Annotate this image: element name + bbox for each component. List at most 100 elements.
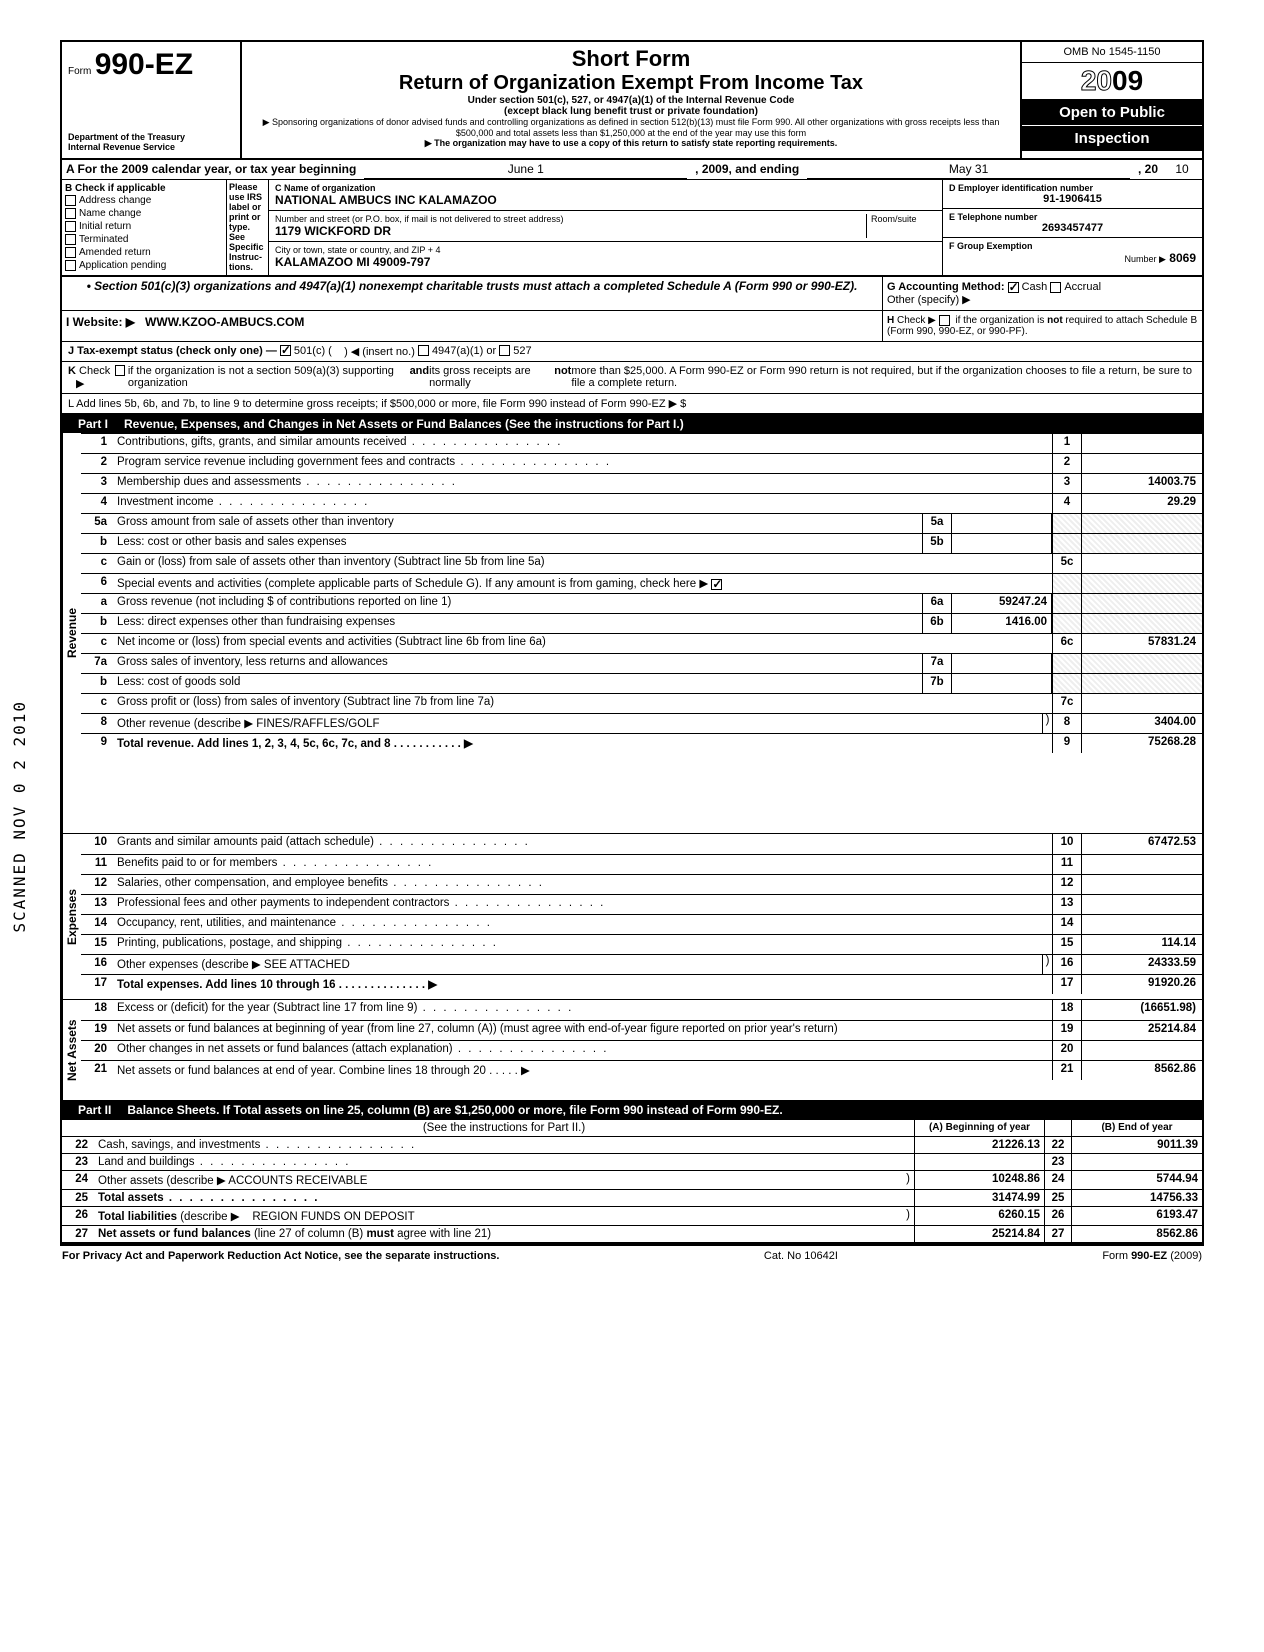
subtitle1: Under section 501(c), 527, or 4947(a)(1)…: [250, 95, 1012, 106]
line11-amt: [1082, 855, 1202, 874]
form-prefix: Form: [68, 66, 91, 77]
line7b-sub: 7b: [922, 674, 952, 693]
line14-amt: [1082, 915, 1202, 934]
line7c-box: 7c: [1052, 694, 1082, 713]
chk-label: Name change: [79, 208, 141, 219]
part2-label: Part II: [70, 1103, 119, 1117]
j-insert: ) ◀ (insert no.): [344, 345, 415, 358]
chk-amended[interactable]: Amended return: [65, 246, 223, 259]
line3-amt: 14003.75: [1082, 474, 1202, 493]
j-4947: 4947(a)(1) or: [432, 345, 496, 358]
d-label: D Employer identification number: [949, 183, 1196, 193]
line15-box: 15: [1052, 935, 1082, 954]
part2-header: Part II Balance Sheets. If Total assets …: [62, 1100, 1202, 1119]
form-number: 990-EZ: [95, 48, 193, 81]
bs26-a: 6260.15: [914, 1207, 1044, 1225]
city-label: City or town, state or country, and ZIP …: [275, 245, 936, 255]
f-label: F Group Exemption: [949, 241, 1196, 251]
line5c-box: 5c: [1052, 554, 1082, 573]
group-exemption: 8069: [1169, 251, 1196, 265]
line1-box: 1: [1052, 434, 1082, 453]
line9-box: 9: [1052, 734, 1082, 753]
return-title: Return of Organization Exempt From Incom…: [250, 72, 1012, 95]
line13-desc: Professional fees and other payments to …: [113, 895, 1052, 914]
line9-desc: Total revenue. Add lines 1, 2, 3, 4, 5c,…: [117, 738, 391, 750]
org-name: NATIONAL AMBUCS INC KALAMAZOO: [275, 193, 936, 207]
sponsor-note: ▶ Sponsoring organizations of donor advi…: [250, 117, 1012, 138]
entity-block: B Check if applicable Address change Nam…: [62, 180, 1202, 277]
line17-desc: Total expenses. Add lines 10 through 16: [117, 979, 336, 991]
scan-stamp: SCANNED NOV 0 2 2010: [10, 700, 29, 933]
line21-amt: 8562.86: [1082, 1061, 1202, 1080]
line7a-sub: 7a: [922, 654, 952, 673]
copy-note: ▶ The organization may have to use a cop…: [250, 138, 1012, 149]
chk-k[interactable]: [115, 365, 125, 376]
bs23-desc: Land and buildings: [94, 1154, 914, 1170]
line8-amt: 3404.00: [1082, 714, 1202, 733]
line6c-desc: Net income or (loss) from special events…: [113, 634, 1052, 653]
chk-pending[interactable]: Application pending: [65, 259, 223, 272]
line6b-amt: 1416.00: [952, 614, 1052, 633]
chk-label: Initial return: [79, 221, 131, 232]
line9-amt: 75268.28: [1082, 734, 1202, 753]
chk-initial-return[interactable]: Initial return: [65, 220, 223, 233]
line5a-amt: [952, 514, 1052, 533]
footer: For Privacy Act and Paperwork Reduction …: [60, 1244, 1204, 1266]
chk-name-change[interactable]: Name change: [65, 207, 223, 220]
line7b-desc: Less: cost of goods sold: [113, 674, 922, 693]
bs24-b: 5744.94: [1072, 1171, 1202, 1189]
line18-amt: (16651.98): [1082, 1000, 1202, 1020]
tax-year-end: May 31: [807, 160, 1130, 179]
e-label: E Telephone number: [949, 212, 1196, 222]
col-b-header: (B) End of year: [1072, 1120, 1202, 1136]
cat-no: Cat. No 10642I: [764, 1250, 838, 1262]
line10-desc: Grants and similar amounts paid (attach …: [113, 834, 1052, 854]
line-l: L Add lines 5b, 6b, and 7b, to line 9 to…: [62, 394, 1202, 414]
line20-desc: Other changes in net assets or fund bala…: [113, 1041, 1052, 1060]
bs22-a: 21226.13: [914, 1137, 1044, 1153]
accrual-label: Accrual: [1064, 281, 1101, 293]
line4-box: 4: [1052, 494, 1082, 513]
line3-desc: Membership dues and assessments: [113, 474, 1052, 493]
line6a-desc: Gross revenue (not including $ of contri…: [113, 594, 922, 613]
line13-box: 13: [1052, 895, 1082, 914]
website-label: I Website: ▶: [66, 315, 135, 329]
bs23-a: [914, 1154, 1044, 1170]
chk-4947[interactable]: [418, 345, 429, 356]
short-form-label: Short Form: [250, 46, 1012, 72]
chk-527[interactable]: [499, 345, 510, 356]
line17-box: 17: [1052, 975, 1082, 994]
line4-desc: Investment income: [113, 494, 1052, 513]
expenses-section-label: Expenses: [62, 834, 81, 999]
line-k: K Check ▶ if the organization is not a s…: [62, 362, 1202, 394]
privacy-notice: For Privacy Act and Paperwork Reduction …: [62, 1250, 499, 1262]
chk-address-change[interactable]: Address change: [65, 194, 223, 207]
line-a-label: A For the 2009 calendar year, or tax yea…: [62, 160, 360, 179]
dept-treasury: Department of the Treasury: [68, 132, 234, 142]
chk-terminated[interactable]: Terminated: [65, 233, 223, 246]
line2-desc: Program service revenue including govern…: [113, 454, 1052, 473]
irs: Internal Revenue Service: [68, 142, 234, 152]
subtitle2: (except black lung benefit trust or priv…: [250, 106, 1012, 117]
chk-501c[interactable]: [280, 345, 291, 356]
chk-accrual[interactable]: [1050, 282, 1061, 293]
h-check: H Check ▶ if the organization is not req…: [882, 311, 1202, 341]
line2-amt: [1082, 454, 1202, 473]
line12-box: 12: [1052, 875, 1082, 894]
line2-box: 2: [1052, 454, 1082, 473]
col-a-header: (A) Beginning of year: [914, 1120, 1044, 1136]
line-a-suffix: , 20: [1134, 160, 1162, 179]
year-outline: 20: [1081, 65, 1112, 96]
line5a-desc: Gross amount from sale of assets other t…: [113, 514, 922, 533]
line21-box: 21: [1052, 1061, 1082, 1080]
line3-box: 3: [1052, 474, 1082, 493]
chk-gaming[interactable]: [711, 579, 722, 590]
chk-cash[interactable]: [1008, 282, 1019, 293]
line5c-amt: [1082, 554, 1202, 573]
line10-box: 10: [1052, 834, 1082, 854]
bs27-a: 25214.84: [914, 1226, 1044, 1242]
chk-sched-b[interactable]: [939, 315, 950, 326]
inspection: Inspection: [1022, 125, 1202, 151]
part1-title: Revenue, Expenses, and Changes in Net As…: [124, 417, 684, 431]
org-city: KALAMAZOO MI 49009-797: [275, 255, 936, 269]
